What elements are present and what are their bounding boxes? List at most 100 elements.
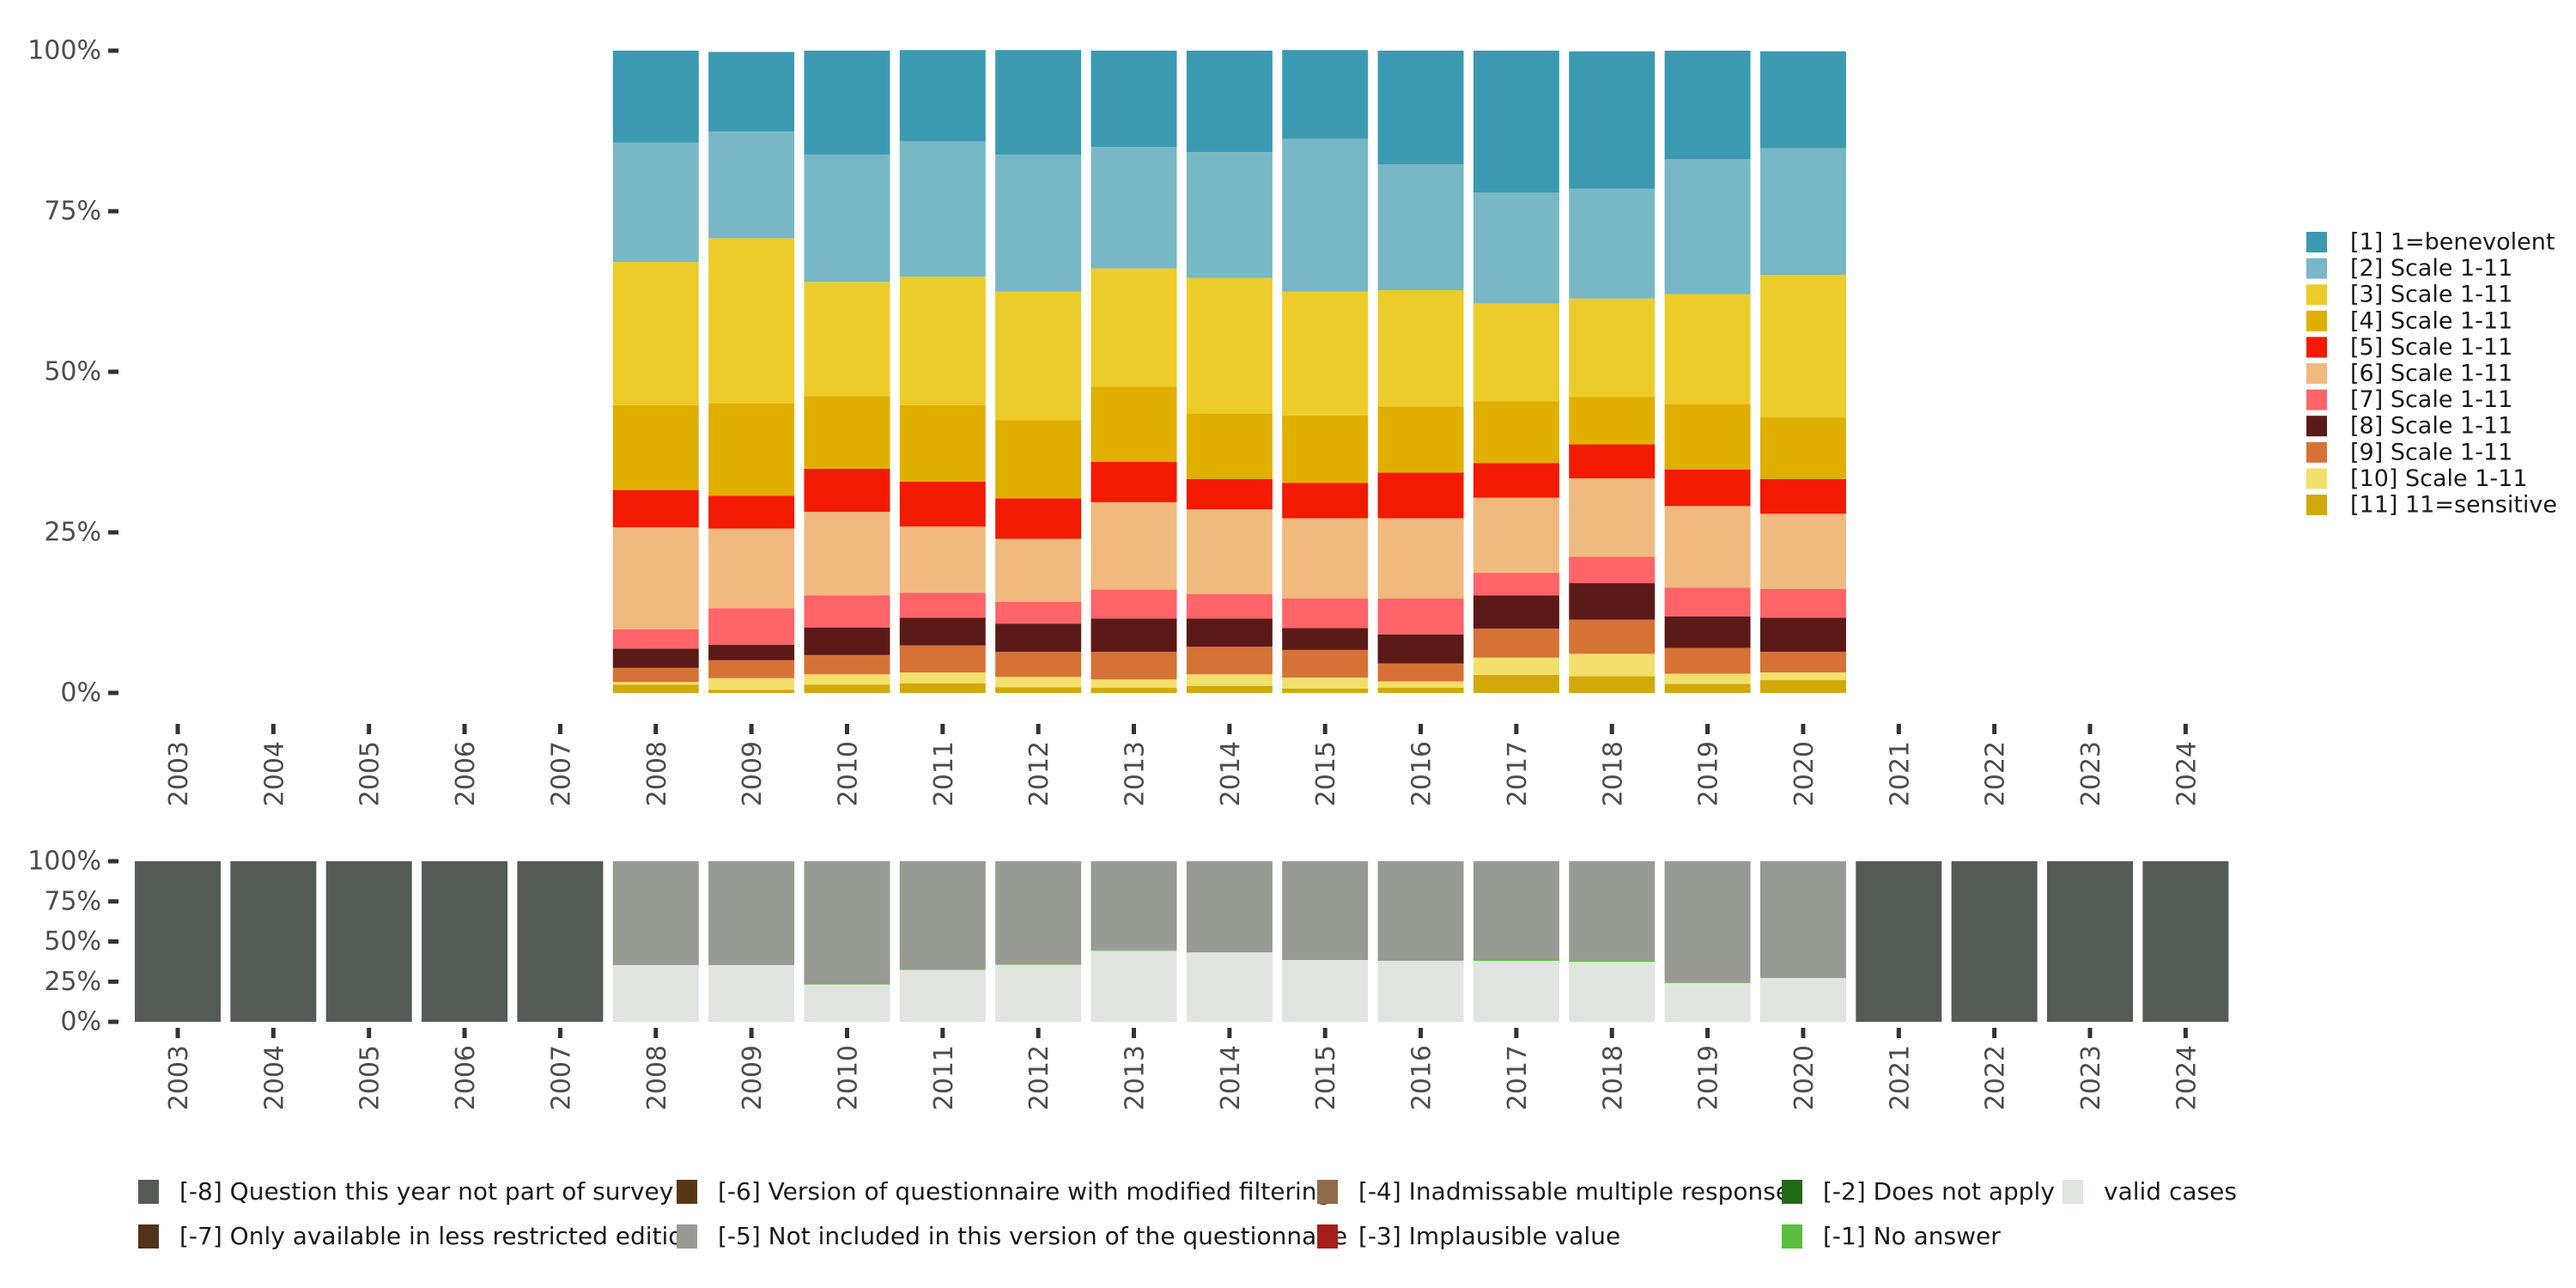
legend-swatch xyxy=(2306,363,2327,384)
x-tick-mark xyxy=(1322,724,1327,734)
legend-label: [10] Scale 1-11 xyxy=(2350,465,2528,492)
upper-bar-segment xyxy=(1664,587,1751,617)
legend-label: [-3] Implausible value xyxy=(1358,1222,1620,1250)
upper-bar-segment xyxy=(1569,676,1656,693)
upper-bar-segment xyxy=(1282,677,1369,689)
x-tick-mark xyxy=(1896,1028,1901,1038)
lower-missing-values-chart xyxy=(135,861,2229,1022)
lower-bar-segment xyxy=(1282,960,1369,1022)
x-tick-mark xyxy=(1514,1028,1519,1038)
upper-bar-segment xyxy=(899,404,986,482)
x-tick-label: 2020 xyxy=(1789,1045,1820,1110)
upper-bar-segment xyxy=(1377,472,1464,519)
legend-label: [8] Scale 1-11 xyxy=(2350,413,2512,440)
lower-bar-segment xyxy=(1091,951,1177,1022)
x-tick-mark xyxy=(1896,724,1901,734)
upper-bar-segment xyxy=(899,617,986,646)
upper-bar-segment xyxy=(708,690,795,693)
upper-bar-segment xyxy=(1664,159,1751,295)
legend-swatch xyxy=(138,1224,159,1249)
x-tick-label: 2014 xyxy=(1216,1045,1246,1110)
x-tick-mark xyxy=(749,1028,754,1038)
x-tick-label: 2004 xyxy=(259,1045,289,1110)
legend-swatch xyxy=(1782,1180,1802,1204)
upper-bar-segment xyxy=(1664,673,1751,684)
lower-bar-segment xyxy=(1091,861,1177,951)
upper-bar-segment xyxy=(1569,653,1656,677)
x-tick-label: 2017 xyxy=(1503,741,1533,806)
upper-bar-segment xyxy=(1282,138,1369,292)
upper-bar-segment xyxy=(1091,268,1177,387)
lower-bar-segment xyxy=(2047,861,2133,1022)
x-tick-label: 2003 xyxy=(164,1045,194,1110)
legend-swatch xyxy=(2306,468,2327,489)
upper-bar-segment xyxy=(1569,556,1656,584)
upper-bar-segment xyxy=(1473,192,1559,304)
x-tick-mark xyxy=(557,1028,562,1038)
legend-swatch xyxy=(2306,389,2327,410)
x-tick-mark xyxy=(367,724,372,734)
upper-bar-segment xyxy=(1091,51,1177,148)
x-tick-label: 2013 xyxy=(1121,1045,1151,1110)
y-tick-label: 0% xyxy=(60,678,101,708)
y-tick-label: 100% xyxy=(27,36,101,66)
lower-bar-segment xyxy=(230,861,317,1022)
x-tick-mark xyxy=(270,1028,276,1038)
upper-bar-segment xyxy=(804,595,890,628)
upper-bar-segment xyxy=(1569,51,1656,189)
lower-legend: [-8] Question this year not part of surv… xyxy=(138,1177,2237,1250)
x-tick-mark xyxy=(2087,724,2093,734)
lower-bar-segment xyxy=(1377,861,1464,961)
upper-bar-segment xyxy=(995,677,1082,688)
y-tick-label: 0% xyxy=(60,1007,101,1037)
upper-bar-segment xyxy=(708,608,795,645)
x-tick-label: 2008 xyxy=(642,1045,672,1110)
upper-bar-segment xyxy=(1664,616,1751,648)
x-tick-label: 2004 xyxy=(259,741,289,806)
upper-bar-segment xyxy=(1377,290,1464,407)
upper-bar-segment xyxy=(1186,478,1273,510)
upper-bar-segment xyxy=(612,667,699,683)
upper-bar-segment xyxy=(1759,680,1846,693)
y-tick-label: 100% xyxy=(27,847,101,877)
upper-bar-segment xyxy=(804,654,890,675)
x-tick-label: 2024 xyxy=(2172,741,2202,806)
upper-bar-segment xyxy=(1377,518,1464,599)
legend-swatch xyxy=(2063,1180,2083,1204)
lower-bar-segment xyxy=(1186,861,1273,953)
legend-swatch xyxy=(1782,1224,1802,1249)
x-tick-mark xyxy=(1227,1028,1232,1038)
lower-bar-segment xyxy=(612,964,699,1022)
x-tick-mark xyxy=(1609,724,1614,734)
legend-label: [2] Scale 1-11 xyxy=(2350,255,2512,282)
upper-bar-segment xyxy=(1091,589,1177,619)
upper-bar-segment xyxy=(612,648,699,668)
x-tick-label: 2012 xyxy=(1024,1045,1054,1110)
upper-bar-segment xyxy=(1759,275,1846,418)
upper-bar-segment xyxy=(1377,598,1464,635)
upper-bar-segment xyxy=(1569,298,1656,398)
x-tick-mark xyxy=(844,724,849,734)
upper-bar-segment xyxy=(1759,617,1846,653)
lower-bar-segment xyxy=(708,964,795,1022)
legend-label: [-8] Question this year not part of surv… xyxy=(179,1177,673,1206)
lower-bar-segment xyxy=(1282,861,1369,961)
upper-bar-segment xyxy=(995,498,1082,539)
upper-bar-segment xyxy=(1091,688,1177,693)
upper-bar-segment xyxy=(612,682,699,685)
x-tick-mark xyxy=(462,1028,467,1038)
lower-bar-segment xyxy=(804,861,890,985)
upper-bar-segment xyxy=(1569,188,1656,299)
lower-bar-segment xyxy=(2142,861,2229,1022)
upper-bar-segment xyxy=(1473,657,1559,676)
upper-bar-segment xyxy=(612,262,699,405)
legend-label: [11] 11=sensitive xyxy=(2350,492,2557,519)
upper-bar-segment xyxy=(899,50,986,142)
upper-bar-segment xyxy=(1569,444,1656,479)
x-tick-mark xyxy=(749,724,754,734)
upper-bar-segment xyxy=(612,629,699,649)
upper-bar-segment xyxy=(708,52,795,132)
upper-bar-segment xyxy=(708,495,795,529)
lower-bar-segment xyxy=(325,861,412,1022)
y-tick-mark xyxy=(108,939,118,944)
